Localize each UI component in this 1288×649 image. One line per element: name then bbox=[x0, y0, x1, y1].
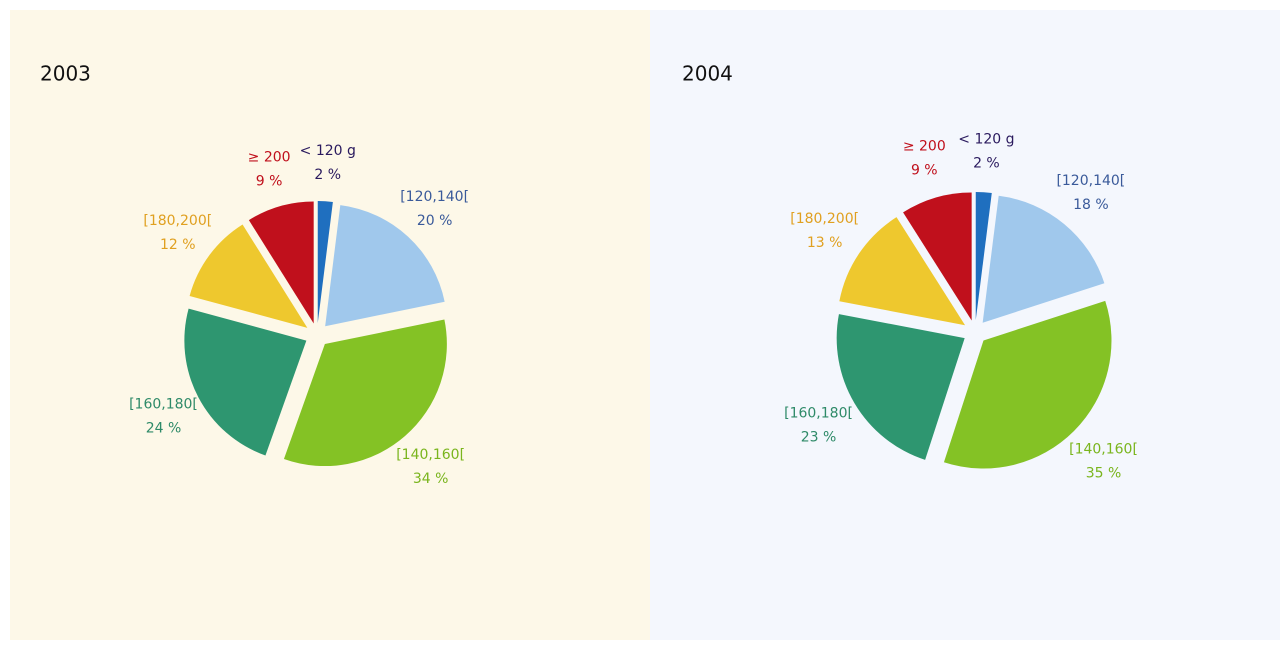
pie-slice bbox=[836, 314, 965, 460]
slice-value: 18 % bbox=[1073, 197, 1109, 213]
slice-label: [160,180[ bbox=[784, 406, 853, 422]
slice-value: 9 % bbox=[911, 162, 938, 178]
pie-slice bbox=[943, 300, 1112, 469]
pie-slice bbox=[975, 192, 992, 321]
slice-value: 12 % bbox=[160, 237, 196, 253]
pie-slice bbox=[317, 201, 333, 324]
slice-value: 2 % bbox=[314, 167, 341, 183]
pie-slice bbox=[184, 308, 307, 456]
pie-slice bbox=[839, 217, 966, 326]
slice-label: [120,140[ bbox=[400, 189, 469, 205]
slice-value: 34 % bbox=[413, 471, 449, 487]
slice-label: ≥ 200 bbox=[248, 150, 291, 166]
slice-value: 13 % bbox=[807, 235, 843, 251]
pie-slice bbox=[325, 205, 445, 327]
pie-slice bbox=[248, 201, 314, 324]
slice-label: [140,160[ bbox=[1069, 442, 1138, 458]
pie-slice bbox=[189, 224, 308, 328]
slice-label: ≥ 200 bbox=[903, 138, 946, 154]
pie-slice bbox=[903, 192, 972, 321]
slice-value: 23 % bbox=[801, 430, 837, 446]
chart-title: 2003 bbox=[40, 62, 91, 86]
panel-2004 bbox=[650, 10, 1280, 640]
chart-title: 2004 bbox=[682, 62, 733, 86]
slice-label: [180,200[ bbox=[790, 211, 859, 227]
pie-slice bbox=[283, 319, 447, 467]
slice-label: < 120 g bbox=[958, 132, 1014, 148]
slice-value: 2 % bbox=[973, 156, 1000, 172]
slice-value: 20 % bbox=[417, 213, 453, 229]
slice-label: [180,200[ bbox=[143, 213, 212, 229]
pie-slice bbox=[982, 195, 1105, 323]
slice-value: 35 % bbox=[1086, 466, 1122, 482]
slice-label: [120,140[ bbox=[1056, 173, 1125, 189]
slice-value: 24 % bbox=[146, 420, 182, 436]
slice-value: 9 % bbox=[256, 174, 283, 190]
slice-label: < 120 g bbox=[300, 143, 356, 159]
slice-label: [160,180[ bbox=[129, 396, 198, 412]
slice-label: [140,160[ bbox=[396, 447, 465, 463]
